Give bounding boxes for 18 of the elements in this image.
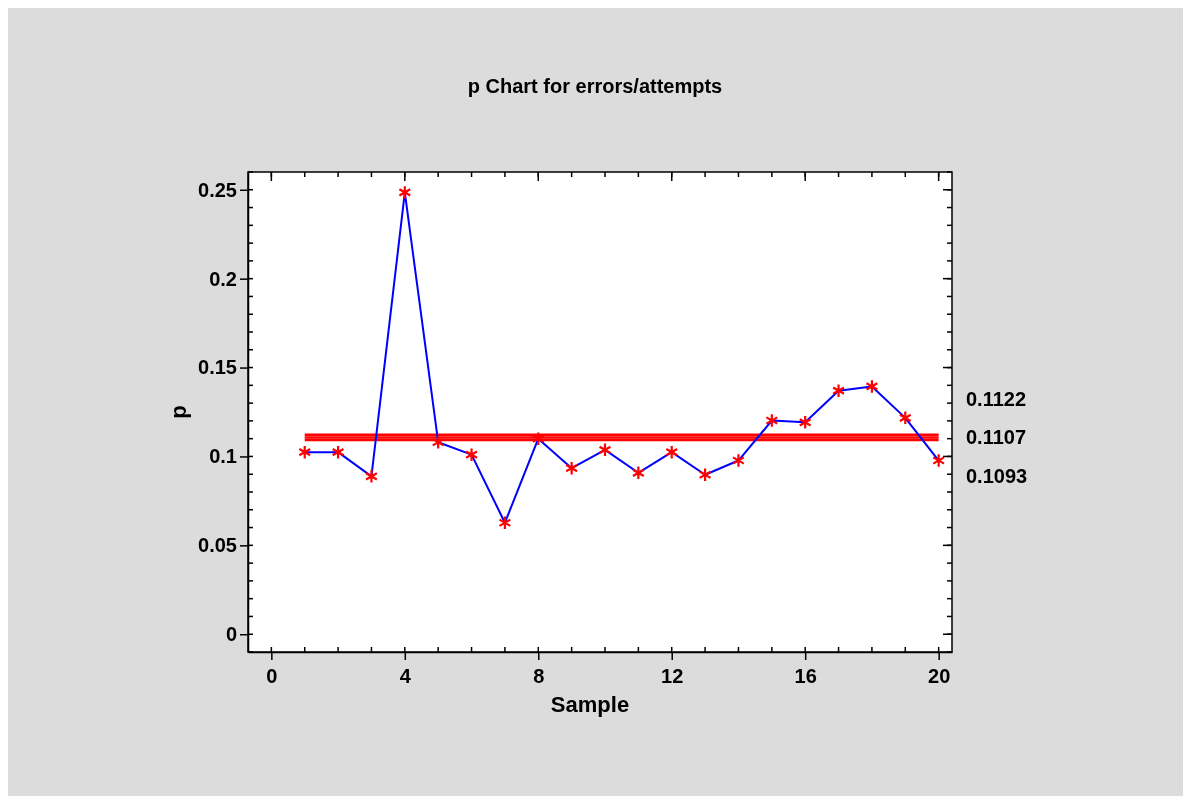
x-tick-label: 0 [266,665,278,687]
y-tick-label: 0.25 [198,178,237,201]
x-tick-label: 16 [794,665,817,687]
y-axis-title: p [166,405,191,419]
chart-title: p Chart for errors/attempts [467,75,723,97]
y-tick-label: 0.15 [198,356,237,379]
x-tick-label: 20 [928,665,951,687]
ref-line-label: 0.1107 [966,426,1027,449]
ref-line-label: 0.1122 [966,387,1027,410]
y-tick-label: 0 [225,623,237,646]
x-tick-label: 12 [661,665,684,687]
ref-line-label: 0.1093 [966,464,1028,487]
x-tick-label: 4 [399,665,412,687]
x-axis-title: Sample [550,692,630,717]
y-tick-label: 0.05 [198,534,237,557]
y-tick-label: 0.2 [209,267,237,290]
y-tick-label: 0.1 [209,445,237,468]
x-tick-label: 8 [533,665,545,687]
